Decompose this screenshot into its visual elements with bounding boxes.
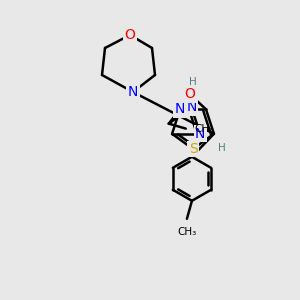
Text: O: O <box>184 87 195 101</box>
Text: N: N <box>128 85 138 99</box>
Text: S: S <box>189 142 197 156</box>
Text: O: O <box>124 28 135 42</box>
Text: CH₃: CH₃ <box>195 124 214 134</box>
Text: N: N <box>175 102 185 116</box>
Text: N: N <box>195 127 205 141</box>
Text: CH₃: CH₃ <box>177 227 196 237</box>
Text: H: H <box>189 77 197 87</box>
Text: N: N <box>186 100 197 114</box>
Text: H: H <box>218 143 226 153</box>
